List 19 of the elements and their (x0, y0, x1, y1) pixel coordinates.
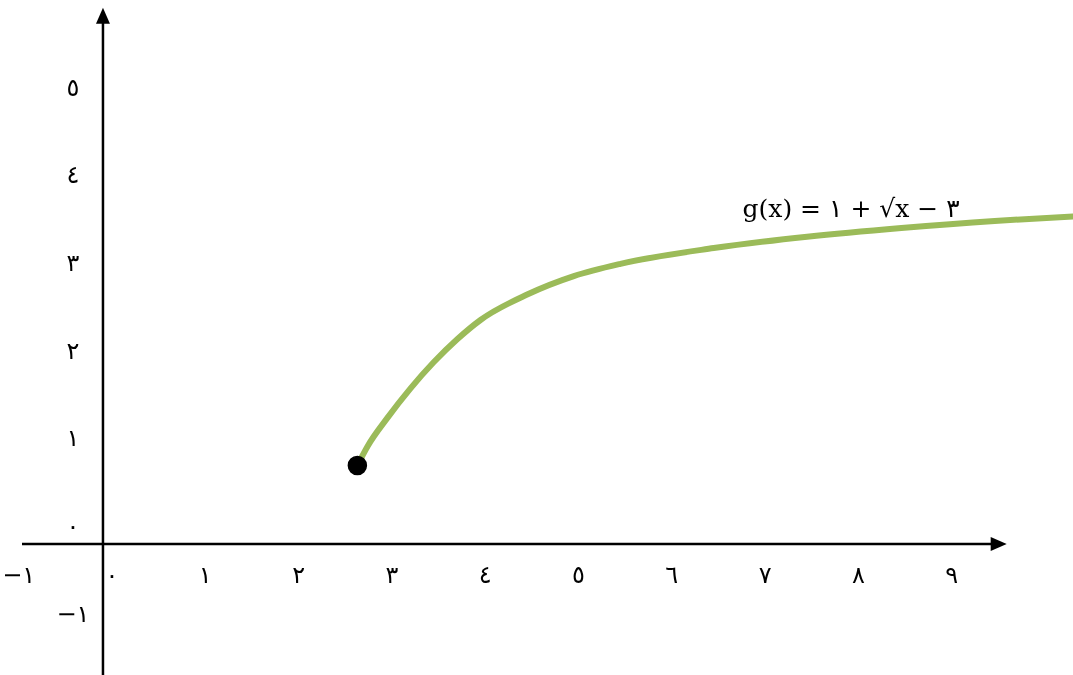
y-tick-label: ٤ (66, 161, 80, 190)
x-tick-label: ٩ (945, 560, 959, 589)
x-tick-label: ٦ (665, 560, 679, 589)
y-tick-label: −١ (56, 599, 90, 628)
series-label: g(x) = ١ + √x − ٣ (742, 193, 960, 223)
y-tick-label: ٠ (66, 511, 80, 540)
x-tick-label: ٥ (572, 560, 585, 589)
y-tick-label: ٥ (66, 73, 80, 102)
x-tick-label: ٧ (758, 560, 772, 589)
x-tick-label: ٣ (385, 560, 399, 589)
y-tick-label: ١ (66, 424, 80, 453)
x-tick-label: ١ (198, 560, 212, 589)
x-tick-label: −١ (2, 560, 36, 589)
y-tick-label: ٢ (66, 336, 80, 365)
x-tick-label: ٨ (851, 560, 865, 589)
x-tick-label: ٢ (292, 560, 306, 589)
x-tick-label: ٤ (478, 560, 492, 589)
x-tick-label: ٠ (105, 560, 119, 589)
y-tick-label: ٣ (66, 248, 80, 277)
